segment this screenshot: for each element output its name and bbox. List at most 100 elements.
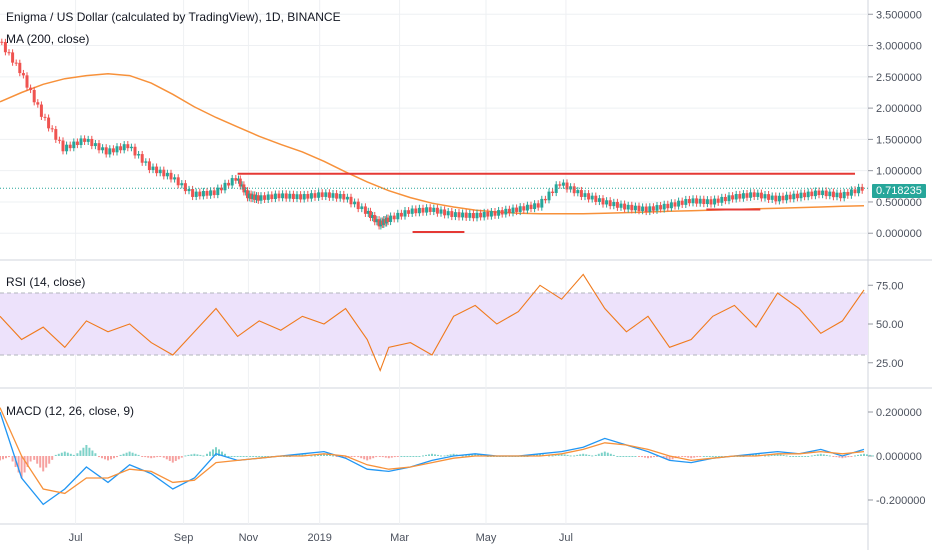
candle (432, 207, 436, 212)
candle (727, 195, 731, 202)
candle (399, 212, 403, 217)
macd-histogram-bar (588, 454, 591, 456)
macd-histogram-bar (159, 456, 162, 457)
candle (251, 194, 255, 200)
candle (353, 201, 357, 205)
candle (630, 204, 634, 211)
macd-histogram-bar (477, 454, 480, 456)
candle (377, 219, 381, 227)
candle (597, 198, 601, 202)
candle (558, 184, 562, 186)
candle (579, 190, 583, 197)
candle (259, 195, 263, 201)
macd-histogram-bar (650, 456, 652, 458)
macd-histogram-bar (641, 456, 643, 458)
candle (835, 192, 839, 198)
candle (36, 102, 40, 105)
candle (680, 200, 684, 205)
candle (446, 211, 450, 216)
candle (227, 182, 231, 186)
macd-histogram-bar (137, 454, 140, 456)
x-tick-label: May (476, 532, 497, 544)
candle (183, 183, 187, 192)
candle (256, 195, 260, 201)
macd-histogram-bar (224, 453, 226, 456)
candle (738, 194, 742, 199)
macd-histogram-bar (29, 456, 32, 462)
macd-histogram-bar (665, 456, 668, 460)
macd-histogram-bar (638, 456, 640, 457)
macd-histogram-bar (363, 456, 366, 460)
candle (240, 184, 244, 187)
candle (270, 194, 274, 200)
macd-histogram-bar (125, 452, 128, 456)
macd-histogram-bar (461, 455, 464, 457)
candle (479, 212, 483, 218)
macd-histogram-bar (585, 454, 588, 456)
candle (536, 203, 540, 208)
macd-histogram-bar (23, 456, 26, 473)
macd-histogram-bar (798, 456, 801, 457)
macd-histogram-bar (150, 456, 153, 459)
candle (201, 191, 205, 197)
macd-histogram-bar (720, 456, 723, 457)
macd-histogram-bar (792, 456, 795, 457)
rsi-legend[interactable]: RSI (14, close) (6, 275, 86, 289)
macd-histogram-bar (317, 454, 319, 456)
candle (140, 154, 144, 163)
macd-histogram-bar (653, 456, 655, 458)
candle (68, 144, 72, 149)
candle (133, 146, 137, 156)
candle (216, 187, 220, 196)
candle (612, 201, 616, 207)
macd-histogram-bar (177, 456, 180, 460)
macd-histogram-bar (298, 454, 301, 456)
macd-histogram-bar (320, 454, 322, 456)
candle (518, 206, 522, 212)
macd-histogram-bar (752, 454, 754, 456)
candle (137, 154, 141, 156)
candle (666, 203, 670, 209)
candle (223, 182, 227, 191)
ma-legend[interactable]: MA (200, close) (6, 32, 90, 46)
macd-histogram-bar (557, 454, 560, 456)
macd-histogram-bar (110, 456, 112, 460)
candle (572, 186, 576, 194)
candle (831, 191, 835, 198)
macd-histogram-bar (687, 456, 690, 458)
macd-histogram-bar (647, 456, 649, 459)
candle (75, 141, 79, 146)
candle (788, 194, 792, 200)
candle (320, 192, 324, 197)
candle (594, 195, 598, 202)
rsi-band (0, 293, 868, 355)
candle (155, 166, 159, 174)
macd-histogram-bar (264, 456, 267, 457)
candle (648, 206, 652, 212)
macd-histogram-bar (215, 447, 217, 456)
candle (238, 178, 242, 187)
candle (255, 195, 258, 200)
macd-histogram-bar (847, 456, 850, 458)
candle (284, 193, 288, 199)
y-tick-label: 1.000000 (876, 166, 922, 178)
macd-histogram-bar (369, 456, 372, 460)
y-tick-label: 75.00 (876, 280, 904, 292)
macd-histogram-bar (206, 453, 208, 456)
candle (677, 200, 681, 207)
macd-histogram-bar (113, 456, 115, 459)
macd-histogram-bar (233, 456, 236, 457)
macd-legend[interactable]: MACD (12, 26, close, 9) (6, 404, 135, 418)
y-tick-label: 0.500000 (876, 197, 922, 209)
macd-histogram-bar (418, 456, 421, 457)
macd-histogram-bar (227, 456, 230, 457)
macd-histogram-bar (239, 456, 242, 457)
candle (247, 193, 251, 199)
macd-histogram-bar (314, 455, 316, 457)
macd-histogram-bar (625, 456, 628, 457)
candle (43, 116, 47, 118)
macd-histogram-bar (255, 456, 258, 457)
macd-histogram-bar (236, 456, 239, 457)
macd-histogram-bar (119, 454, 122, 456)
